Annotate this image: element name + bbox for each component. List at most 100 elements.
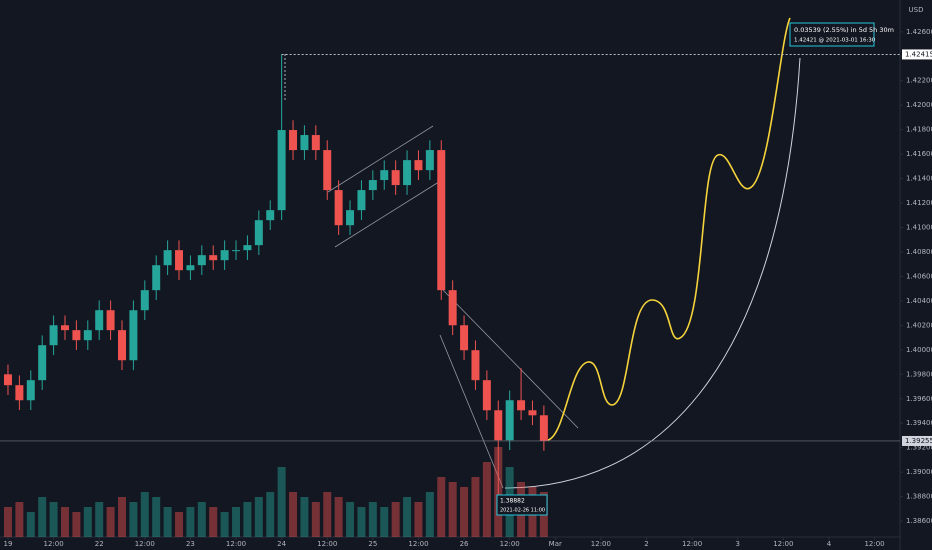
volume-bar — [197, 502, 206, 537]
volume-bar — [140, 492, 149, 537]
candle-body — [505, 400, 514, 441]
candle-body — [311, 135, 320, 151]
volume-bar — [152, 497, 161, 537]
volume-bar — [460, 487, 469, 537]
candle-body — [425, 150, 434, 171]
candle-body — [15, 385, 24, 401]
y-tick-label: 1.39000 — [906, 468, 932, 476]
measure-line1: 0.03539 (2.55%) in 5d 5h 30m — [794, 26, 894, 34]
volume-bar — [220, 512, 229, 537]
candle-body — [357, 190, 366, 211]
low-price: 1.38882 — [500, 498, 525, 505]
current-price-tag — [902, 435, 932, 446]
candle-body — [414, 160, 423, 171]
candle-body — [186, 265, 195, 271]
candle-body — [334, 190, 343, 226]
volume-bar — [3, 507, 12, 537]
x-tick-label: 12:00 — [135, 540, 155, 548]
candle-body — [528, 410, 537, 416]
volume-bar — [209, 507, 218, 537]
candle-body — [254, 220, 263, 246]
volume-bar — [232, 507, 241, 537]
x-tick-label: 12:00 — [317, 540, 337, 548]
projection-arc — [504, 57, 801, 489]
x-tick-label: 24 — [277, 540, 286, 548]
y-tick-label: 1.38600 — [906, 517, 932, 525]
x-tick-label: Mar — [549, 540, 562, 548]
candle-body — [437, 150, 446, 291]
candle-body — [232, 250, 241, 252]
candle-body — [152, 265, 161, 291]
candle-body — [61, 325, 69, 331]
volume-bar — [15, 502, 24, 537]
candle-body — [460, 325, 469, 351]
x-tick-label: 26 — [460, 540, 469, 548]
marks — [3, 54, 548, 537]
drawings — [284, 17, 801, 489]
volume-bar — [118, 497, 126, 537]
wedge-lower — [439, 334, 504, 489]
volume-bar — [175, 512, 184, 537]
volume-bar — [129, 502, 138, 537]
volume-bar — [471, 477, 480, 537]
volume-bar — [49, 502, 58, 537]
volume-bar — [38, 497, 47, 537]
candle-body — [95, 310, 104, 331]
volume-bar — [254, 497, 263, 537]
y-tick-label: 1.42000 — [906, 101, 932, 109]
volume-bar — [425, 492, 434, 537]
candle-body — [49, 325, 58, 346]
target-price-tag — [902, 49, 932, 60]
candle-body — [3, 374, 12, 386]
x-tick-label: 12:00 — [226, 540, 246, 548]
y-tick-label: 1.41600 — [906, 150, 932, 158]
volume-bar — [72, 512, 81, 537]
currency-label: USD — [909, 6, 924, 14]
candle-body — [368, 180, 377, 191]
volume-bar — [334, 497, 343, 537]
target-price-label: 1.42415 — [905, 50, 932, 58]
candle-body — [403, 160, 412, 186]
candle-body — [266, 210, 275, 221]
candle-body — [72, 330, 81, 341]
x-tick-label: 2 — [644, 540, 648, 548]
candle-body — [517, 400, 526, 411]
projection-path — [547, 17, 791, 441]
volume-bar — [266, 492, 275, 537]
y-tick-label: 1.41000 — [906, 224, 932, 232]
candle-body — [163, 250, 172, 266]
low-box — [496, 494, 548, 516]
channel-upper — [327, 125, 434, 193]
candle-body — [482, 380, 491, 411]
x-tick-label: 19 — [4, 540, 13, 548]
volume-bar — [437, 477, 446, 537]
y-tick-label: 1.39800 — [906, 370, 932, 378]
y-tick-label: 1.40600 — [906, 272, 932, 280]
x-tick-label: 12:00 — [591, 540, 611, 548]
y-tick-label: 1.41200 — [906, 199, 932, 207]
x-tick-label: 12:00 — [773, 540, 793, 548]
y-tick-label: 1.40400 — [906, 297, 932, 305]
candle-body — [289, 130, 298, 151]
volume-bar — [243, 502, 252, 537]
volume-bar — [403, 497, 412, 537]
volume-bar — [391, 502, 400, 537]
volume-bar — [380, 507, 389, 537]
x-tick-label: 12:00 — [408, 540, 428, 548]
candle-body — [106, 310, 115, 331]
measure-box — [789, 22, 875, 47]
candle-body — [220, 250, 229, 261]
x-tick-label: 12:00 — [682, 540, 702, 548]
volume-bar — [163, 507, 172, 537]
candle-body — [26, 380, 35, 401]
y-tick-label: 1.39600 — [906, 395, 932, 403]
volume-bar — [357, 507, 366, 537]
channel-lower — [334, 179, 443, 248]
current-price-label: 1.39255 — [905, 437, 932, 445]
candle-body — [197, 255, 206, 266]
volume-bar — [106, 507, 115, 537]
candle-body — [323, 150, 332, 191]
x-tick-label: 22 — [95, 540, 104, 548]
